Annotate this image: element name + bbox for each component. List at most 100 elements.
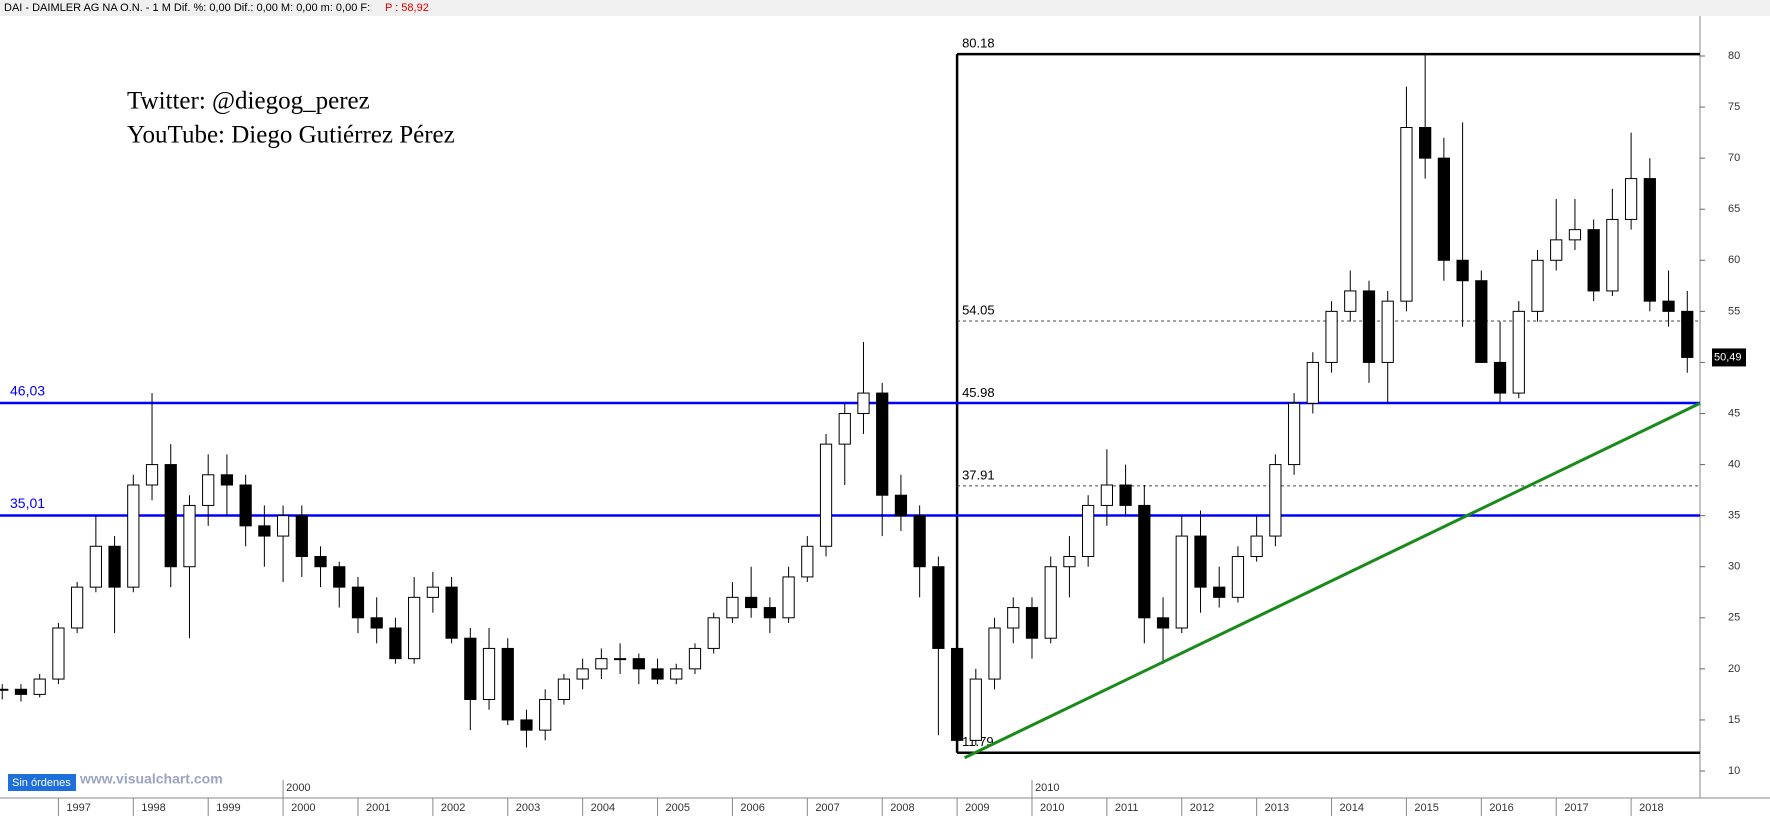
candle-body: [1512, 310, 1525, 394]
candle-body: [52, 627, 65, 680]
candle-body: [1063, 556, 1076, 568]
candle-body: [389, 627, 402, 660]
candle-body: [1194, 535, 1207, 588]
candle-body: [1213, 586, 1226, 598]
candle-body: [276, 515, 290, 537]
candle-body: [838, 413, 851, 445]
candle-body: [1325, 310, 1338, 363]
retracement-label: 45.98: [962, 385, 995, 400]
y-tick-label: 60: [1728, 254, 1740, 266]
last-price-label: 50,49: [1714, 351, 1742, 363]
candle-body: [1456, 259, 1469, 282]
retracement-label: 37.91: [962, 467, 995, 482]
candle-body: [183, 504, 196, 568]
y-tick-label: 20: [1728, 663, 1740, 675]
candle-body: [1419, 127, 1432, 159]
candle-body: [33, 678, 46, 695]
candle-body: [1362, 290, 1376, 363]
candle-body: [1082, 504, 1095, 557]
x-tick-label: 2017: [1564, 802, 1588, 814]
y-tick-label: 65: [1728, 203, 1740, 215]
x-tick-label: 2014: [1340, 802, 1364, 814]
candle-body: [632, 658, 645, 670]
status-text: Sin órdenes: [12, 777, 71, 789]
retracement-label: 54.05: [962, 302, 995, 317]
x-tick-label: 1999: [216, 802, 240, 814]
candle-body: [857, 392, 870, 415]
y-tick-label: 30: [1728, 561, 1740, 573]
header-bar: [0, 0, 1770, 16]
candle-body: [1493, 361, 1507, 394]
y-tick-label: 45: [1728, 407, 1740, 419]
candle-body: [520, 719, 533, 731]
candle-body: [370, 617, 383, 629]
x-tick-label: 2013: [1265, 802, 1289, 814]
candle-body: [595, 658, 608, 670]
candle-body: [1681, 310, 1694, 358]
x-tick-label: 2009: [965, 802, 989, 814]
candle-body: [988, 627, 1001, 680]
candle-body: [1381, 300, 1394, 363]
y-tick-label: 35: [1728, 510, 1740, 522]
candle-body: [969, 678, 982, 741]
candle-body: [950, 647, 964, 741]
candle-body: [613, 658, 627, 661]
era-tick-label: 2000: [286, 782, 310, 794]
candle-body: [1138, 504, 1151, 619]
candle-body: [1007, 607, 1020, 629]
candle-body: [1643, 178, 1656, 302]
y-tick-label: 70: [1728, 152, 1740, 164]
box-high-label: 80.18: [962, 36, 995, 51]
candle-body: [220, 474, 234, 486]
y-tick-label: 55: [1728, 305, 1740, 317]
candle-body: [557, 678, 571, 700]
x-tick-label: 2011: [1115, 802, 1139, 814]
candle-body: [745, 596, 758, 609]
candle-body: [145, 464, 159, 486]
candle-body: [351, 586, 365, 619]
x-tick-label: 2016: [1489, 802, 1513, 814]
candle-body: [501, 647, 514, 721]
x-tick-label: 2018: [1639, 802, 1663, 814]
candle-body: [1306, 361, 1319, 404]
candle-body: [707, 617, 720, 649]
candle-body: [1531, 259, 1544, 312]
candle-body: [464, 637, 477, 701]
candle-body: [651, 668, 664, 680]
candle-body: [1437, 157, 1450, 261]
era-tick-label: 2010: [1035, 782, 1059, 794]
candle-body: [688, 647, 702, 670]
last-price-box: [1712, 348, 1746, 367]
watermark: www.visualchart.com: [79, 771, 223, 787]
candle-body: [670, 668, 683, 680]
price-label: P : 58,92: [385, 2, 429, 14]
candle-body: [333, 566, 346, 588]
candle-body: [1100, 484, 1113, 506]
candle-body: [1662, 300, 1675, 312]
x-tick-label: 1998: [141, 802, 165, 814]
level-label: 46,03: [10, 383, 45, 399]
x-tick-label: 2001: [366, 802, 390, 814]
candle-body: [127, 484, 140, 588]
candle-body: [726, 596, 739, 619]
candle-body: [202, 474, 215, 506]
candle-body: [876, 392, 889, 496]
candle-body: [1025, 607, 1039, 639]
x-tick-label: 2012: [1190, 802, 1214, 814]
candle-body: [763, 607, 776, 619]
candle-body: [1400, 127, 1413, 302]
chart-title: DAI - DAIMLER AG NA O.N. - 1 M Dif. %: 0…: [4, 2, 370, 14]
candle-body: [1119, 484, 1132, 506]
candle-body: [1250, 535, 1263, 557]
candle-body: [1156, 617, 1170, 629]
candle-body: [295, 515, 308, 558]
candle-body: [71, 586, 84, 629]
x-tick-label: 2000: [291, 802, 315, 814]
candle-body: [576, 668, 589, 680]
status-button[interactable]: [8, 774, 76, 791]
x-tick-label: 2004: [591, 802, 615, 814]
level-label: 35,01: [10, 495, 45, 511]
y-tick-label: 15: [1728, 714, 1740, 726]
candle-body: [0, 688, 9, 691]
